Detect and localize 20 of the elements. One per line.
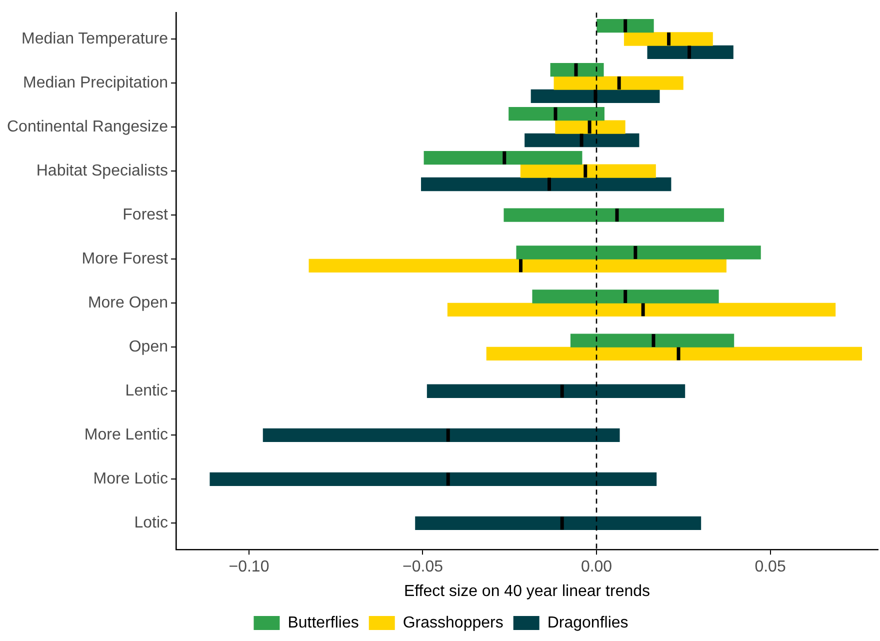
- y-tick-label: Forest: [122, 206, 169, 224]
- y-tick-label: Median Temperature: [22, 30, 168, 48]
- x-tick-label: 0.00: [580, 558, 612, 576]
- legend-label: Grasshoppers: [402, 614, 504, 632]
- y-tick-label: Lotic: [134, 514, 168, 532]
- y-tick-label: More Lotic: [93, 470, 168, 488]
- x-tick-label: −0.10: [228, 558, 270, 576]
- y-tick-label: Habitat Specialists: [36, 162, 168, 180]
- y-tick-label: More Lentic: [84, 426, 168, 444]
- legend-label: Dragonflies: [547, 614, 628, 632]
- x-axis-title: Effect size on 40 year linear trends: [404, 582, 650, 600]
- y-tick-label: More Forest: [82, 250, 169, 268]
- y-tick-label: Lentic: [125, 382, 168, 400]
- y-tick-label: Continental Rangesize: [6, 118, 168, 136]
- x-tick-label: −0.05: [402, 558, 444, 576]
- y-tick-label: More Open: [88, 294, 168, 312]
- y-tick-label: Open: [128, 338, 168, 356]
- y-tick-label: Median Precipitation: [23, 74, 168, 92]
- legend-label: Butterflies: [288, 614, 359, 632]
- x-tick-label: 0.05: [754, 558, 786, 576]
